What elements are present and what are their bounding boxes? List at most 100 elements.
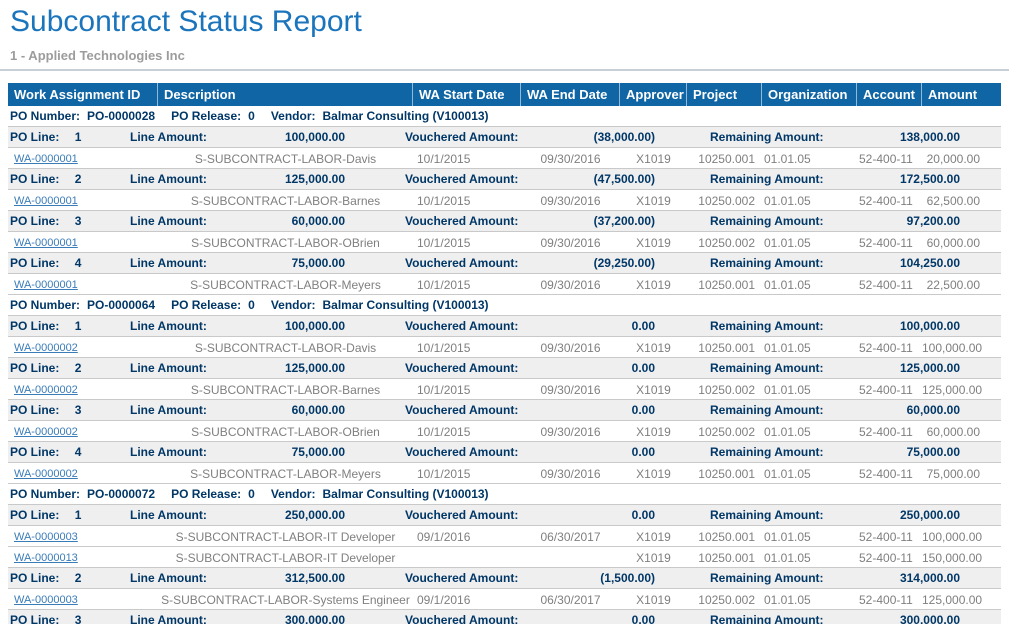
wa-start-date-cell: 09/1/2016 (417, 592, 471, 607)
po-line-label: PO Line: (10, 130, 60, 144)
company-subtitle: 1 - Applied Technologies Inc (10, 48, 185, 63)
vouchered-amount-label: Vouchered Amount: (405, 508, 519, 522)
po-line-number: 1 (74, 508, 82, 522)
column-header-amount: Amount (928, 87, 978, 102)
po-line-number: 1 (74, 319, 82, 333)
account-cell: 52-400-11 (859, 235, 913, 250)
wa-end-date-cell: 06/30/2017 (540, 529, 601, 544)
remaining-amount-value: 104,250.00 (899, 256, 960, 270)
wa-end-date-cell: 09/30/2016 (540, 235, 601, 250)
po-line-cell: PO Line: 2 (8, 358, 130, 378)
po-line-label: PO Line: (10, 403, 60, 417)
po-line-cell: PO Line: 3 (8, 400, 130, 420)
work-assignment-link[interactable]: WA-0000002 (14, 468, 78, 480)
line-amount-label: Line Amount: (130, 172, 207, 186)
po-line-number: 3 (74, 403, 82, 417)
line-amount-cell: Line Amount: 125,000.00 (130, 358, 345, 378)
work-assignment-row: WA-0000001 S-SUBCONTRACT-LABOR-Meyers 10… (8, 274, 1001, 295)
approver-cell: X1019 (636, 382, 671, 397)
amount-cell: 75,000.00 (926, 466, 980, 481)
vendor-label: Vendor: (270, 298, 316, 312)
wa-start-date-cell: 10/1/2015 (417, 466, 471, 481)
remaining-amount-value: 60,000.00 (906, 403, 960, 417)
line-amount-cell: Line Amount: 100,000.00 (130, 127, 345, 147)
work-assignment-row: WA-0000002 S-SUBCONTRACT-LABOR-Davis 10/… (8, 337, 1001, 358)
description-cell: S-SUBCONTRACT-LABOR-IT Developer (175, 529, 396, 544)
line-amount-label: Line Amount: (130, 445, 207, 459)
work-assignment-id-cell: WA-0000003 (8, 526, 158, 547)
po-line-number: 2 (74, 571, 82, 585)
line-amount-label: Line Amount: (130, 214, 207, 228)
description-cell: S-SUBCONTRACT-LABOR-OBrien (191, 424, 380, 439)
work-assignment-link[interactable]: WA-0000003 (14, 594, 78, 606)
po-number-label: PO Number: (10, 487, 81, 501)
work-assignment-row: WA-0000002 S-SUBCONTRACT-LABOR-OBrien 10… (8, 421, 1001, 442)
po-line-number: 4 (74, 256, 82, 270)
vouchered-amount-label: Vouchered Amount: (405, 130, 519, 144)
po-line-label: PO Line: (10, 508, 60, 522)
remaining-amount-cell: Remaining Amount: 300,000.00 (710, 610, 960, 624)
po-line-row: PO Line: 1 Line Amount: 100,000.00 Vouch… (8, 316, 1001, 337)
work-assignment-row: WA-0000013 S-SUBCONTRACT-LABOR-IT Develo… (8, 547, 1001, 568)
po-release-label: PO Release: (171, 487, 242, 501)
po-line-number: 3 (74, 214, 82, 228)
column-header-work-assignment-id: Work Assignment ID (8, 83, 158, 106)
work-assignment-link[interactable]: WA-0000001 (14, 279, 78, 291)
po-line-row: PO Line: 2 Line Amount: 125,000.00 Vouch… (8, 358, 1001, 379)
organization-cell: 01.01.05 (764, 466, 811, 481)
work-assignment-link[interactable]: WA-0000002 (14, 426, 78, 438)
approver-cell: X1019 (636, 550, 671, 565)
wa-start-date-cell: 10/1/2015 (417, 382, 471, 397)
amount-cell: 150,000.00 (922, 550, 983, 565)
work-assignment-id-cell: WA-0000002 (8, 337, 158, 358)
po-number-label: PO Number: (10, 298, 81, 312)
work-assignment-link[interactable]: WA-0000001 (14, 195, 78, 207)
po-header-row: PO Number: PO-0000028 PO Release: 0 Vend… (8, 106, 1001, 127)
column-header-wa-end-date: WA End Date (521, 83, 620, 106)
report-table-body: PO Number: PO-0000028 PO Release: 0 Vend… (8, 106, 1001, 624)
wa-start-date-cell: 10/1/2015 (417, 235, 471, 250)
po-release-value: 0 (248, 487, 255, 501)
vendor-value: Balmar Consulting (V100013) (322, 109, 489, 123)
remaining-amount-value: 125,000.00 (899, 361, 960, 375)
approver-cell: X1019 (636, 193, 671, 208)
po-line-label: PO Line: (10, 172, 60, 186)
amount-cell: 100,000.00 (922, 529, 983, 544)
description-cell: S-SUBCONTRACT-LABOR-Davis (194, 340, 377, 355)
vouchered-amount-value: 0.00 (631, 508, 655, 522)
vendor-value: Balmar Consulting (V100013) (322, 298, 489, 312)
po-line-row: PO Line: 4 Line Amount: 75,000.00 Vouche… (8, 253, 1001, 274)
remaining-amount-label: Remaining Amount: (710, 613, 824, 624)
remaining-amount-cell: Remaining Amount: 250,000.00 (710, 505, 960, 525)
vouchered-amount-value: 0.00 (631, 445, 655, 459)
remaining-amount-label: Remaining Amount: (710, 256, 824, 270)
approver-cell: X1019 (636, 277, 671, 292)
work-assignment-id-cell: WA-0000001 (8, 232, 158, 253)
work-assignment-link[interactable]: WA-0000003 (14, 531, 78, 543)
po-line-number: 1 (74, 130, 82, 144)
line-amount-label: Line Amount: (130, 403, 207, 417)
remaining-amount-label: Remaining Amount: (710, 319, 824, 333)
project-cell: 10250.001 (698, 277, 755, 292)
column-header-organization: Organization (762, 83, 857, 106)
po-number-value: PO-0000028 (87, 109, 156, 123)
work-assignment-link[interactable]: WA-0000001 (14, 237, 78, 249)
organization-cell: 01.01.05 (764, 592, 811, 607)
organization-cell: 01.01.05 (764, 529, 811, 544)
vouchered-amount-cell: Vouchered Amount: 0.00 (405, 316, 655, 336)
account-cell: 52-400-11 (859, 382, 913, 397)
remaining-amount-value: 314,000.00 (899, 571, 960, 585)
organization-cell: 01.01.05 (764, 340, 811, 355)
amount-cell: 100,000.00 (922, 340, 983, 355)
header-divider (0, 69, 1009, 71)
remaining-amount-cell: Remaining Amount: 75,000.00 (710, 442, 960, 462)
work-assignment-link[interactable]: WA-0000001 (14, 153, 78, 165)
line-amount-value: 100,000.00 (284, 319, 345, 333)
wa-start-date-cell: 10/1/2015 (417, 424, 471, 439)
work-assignment-link[interactable]: WA-0000002 (14, 384, 78, 396)
work-assignment-id-cell: WA-0000003 (8, 589, 158, 610)
work-assignment-link[interactable]: WA-0000002 (14, 342, 78, 354)
remaining-amount-cell: Remaining Amount: 125,000.00 (710, 358, 960, 378)
work-assignment-link[interactable]: WA-0000013 (14, 552, 78, 564)
line-amount-value: 75,000.00 (291, 256, 345, 270)
